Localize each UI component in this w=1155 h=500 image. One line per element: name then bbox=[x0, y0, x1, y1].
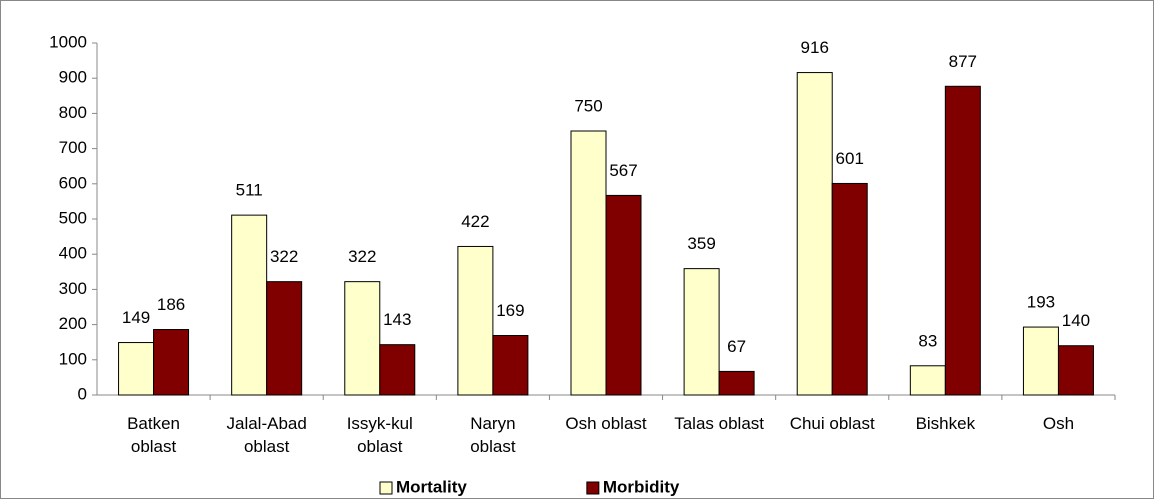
value-label: 750 bbox=[574, 96, 602, 115]
x-tick-label: Issyk-kul oblast bbox=[346, 414, 413, 456]
bar bbox=[683, 268, 720, 396]
y-tick-label: 400 bbox=[59, 244, 87, 263]
bar bbox=[909, 365, 946, 396]
value-label: 511 bbox=[236, 181, 263, 200]
y-tick-label: 200 bbox=[59, 314, 87, 333]
value-label: 186 bbox=[157, 295, 185, 314]
value-label: 322 bbox=[348, 247, 376, 266]
bar bbox=[1057, 345, 1094, 396]
value-label: 916 bbox=[801, 38, 829, 57]
x-tick-label: Osh oblast bbox=[565, 414, 647, 433]
value-label: 601 bbox=[836, 149, 864, 168]
y-tick-label: 500 bbox=[59, 208, 87, 227]
bar bbox=[231, 214, 268, 396]
x-tick-label: Bishkek bbox=[915, 414, 976, 433]
bar bbox=[379, 344, 416, 396]
bar bbox=[457, 245, 494, 396]
bar bbox=[796, 72, 833, 396]
bar bbox=[944, 85, 981, 396]
y-tick-label: 1000 bbox=[49, 32, 87, 51]
value-label: 877 bbox=[949, 52, 977, 71]
bar bbox=[570, 130, 607, 396]
y-tick-label: 0 bbox=[78, 384, 87, 403]
value-label: 83 bbox=[918, 331, 937, 350]
bar bbox=[605, 194, 642, 396]
bar bbox=[118, 342, 155, 396]
x-tick-label: Talas oblast bbox=[674, 414, 764, 433]
value-label: 149 bbox=[122, 308, 150, 327]
x-tick-label: Chui oblast bbox=[789, 414, 875, 433]
y-tick-label: 100 bbox=[59, 349, 87, 368]
y-tick-label: 600 bbox=[59, 173, 87, 192]
legend-label: Morbidity bbox=[603, 477, 680, 496]
value-label: 359 bbox=[687, 234, 715, 253]
value-label: 193 bbox=[1027, 293, 1055, 312]
legend-label: Mortality bbox=[396, 477, 467, 496]
x-tick-label: Naryn oblast bbox=[470, 414, 516, 456]
x-tick-label: Jalal-Abad oblast bbox=[226, 414, 307, 456]
bar bbox=[344, 281, 381, 396]
value-label: 567 bbox=[609, 161, 637, 180]
bar bbox=[492, 335, 529, 396]
legend-swatch bbox=[586, 481, 600, 495]
y-tick-label: 300 bbox=[59, 279, 87, 298]
bar bbox=[831, 182, 868, 396]
value-label: 67 bbox=[727, 337, 746, 356]
value-label: 322 bbox=[270, 247, 298, 266]
y-tick-label: 900 bbox=[59, 68, 87, 87]
value-label: 140 bbox=[1062, 311, 1090, 330]
y-tick-label: 700 bbox=[59, 138, 87, 157]
legend-swatch bbox=[379, 481, 393, 495]
y-tick-label: 800 bbox=[59, 103, 87, 122]
x-tick-label: Osh bbox=[1042, 414, 1075, 433]
value-label: 169 bbox=[496, 301, 524, 320]
bar bbox=[718, 370, 755, 396]
bar bbox=[153, 329, 190, 396]
value-label: 422 bbox=[461, 212, 489, 231]
bar bbox=[266, 281, 303, 396]
bar bbox=[1022, 326, 1059, 396]
value-label: 143 bbox=[383, 310, 411, 329]
x-tick-label: Batken oblast bbox=[127, 414, 181, 456]
